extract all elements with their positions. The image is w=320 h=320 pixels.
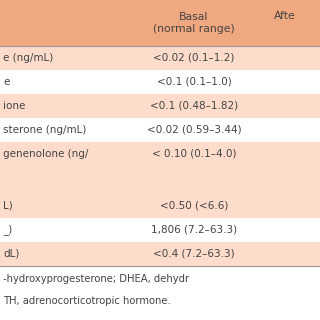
Bar [0,70,320,94]
Text: <0.02 (0.1–1.2): <0.02 (0.1–1.2) [153,53,235,63]
Text: Basal
(normal range): Basal (normal range) [153,12,235,34]
Bar [0,242,320,266]
Text: <0.1 (0.48–1.82): <0.1 (0.48–1.82) [150,101,238,111]
Bar [0,218,320,242]
Text: <0.4 (7.2–63.3): <0.4 (7.2–63.3) [153,249,235,259]
Text: -hydroxyprogesterone; DHEA, dehydr: -hydroxyprogesterone; DHEA, dehydr [3,274,189,284]
Text: sterone (ng/mL): sterone (ng/mL) [3,125,86,135]
Text: <0.50 (<6.6): <0.50 (<6.6) [160,201,228,211]
Text: e: e [3,77,9,87]
Bar [0,0,320,46]
Text: e (ng/mL): e (ng/mL) [3,53,53,63]
Text: ione: ione [3,101,25,111]
Bar [0,94,320,118]
Bar [0,166,320,194]
Bar [0,194,320,218]
Bar [0,46,320,70]
Bar [0,118,320,142]
Text: genenolone (ng/: genenolone (ng/ [3,149,88,159]
Text: <0.1 (0.1–1.0): <0.1 (0.1–1.0) [156,77,231,87]
Bar [0,266,320,320]
Text: TH, adrenocorticotropic hormone.: TH, adrenocorticotropic hormone. [3,296,171,306]
Text: dL): dL) [3,249,20,259]
Text: < 0.10 (0.1–4.0): < 0.10 (0.1–4.0) [152,149,236,159]
Text: 1,806 (7.2–63.3): 1,806 (7.2–63.3) [151,225,237,235]
Bar [0,142,320,166]
Text: <0.02 (0.59–3.44): <0.02 (0.59–3.44) [147,125,241,135]
Text: L): L) [3,201,13,211]
Text: _): _) [3,225,12,236]
Text: Afte: Afte [274,11,296,21]
